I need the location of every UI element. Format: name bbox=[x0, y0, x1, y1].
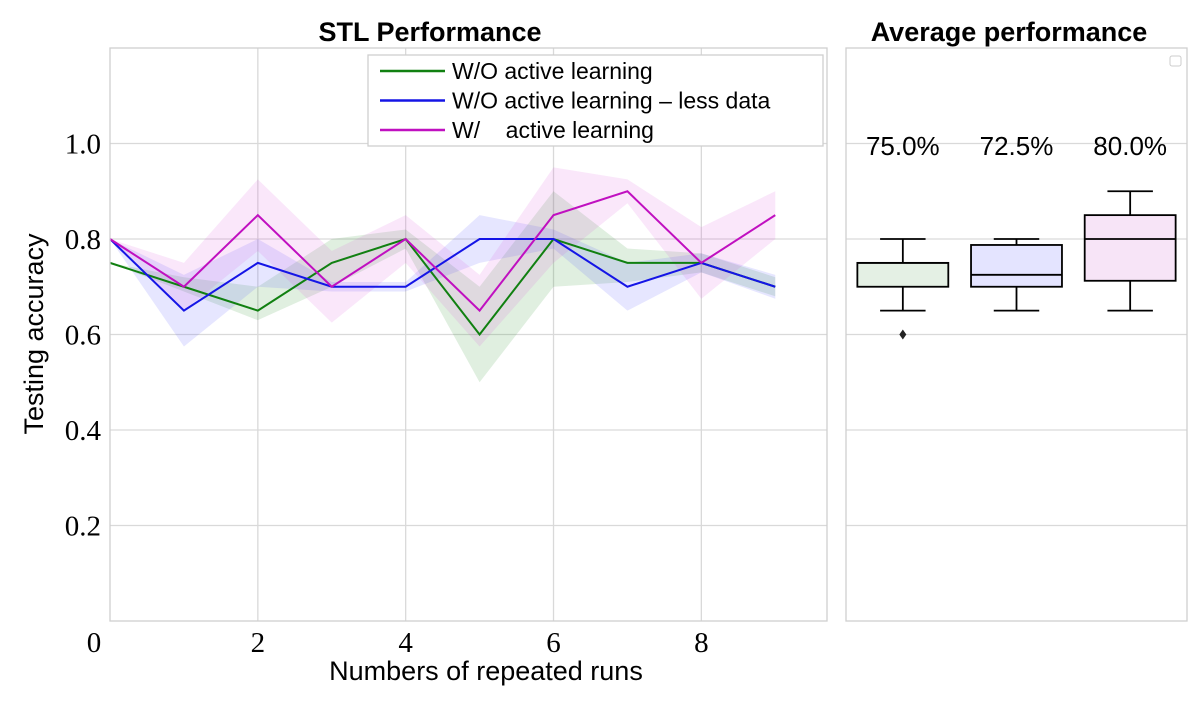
x-tick-label: 4 bbox=[398, 627, 413, 659]
legend-label: W/O active learning bbox=[452, 58, 653, 84]
outlier-marker bbox=[899, 329, 907, 340]
right-chart-title: Average performance bbox=[871, 17, 1148, 47]
left-chart-title: STL Performance bbox=[318, 17, 541, 47]
series-line bbox=[109, 238, 776, 312]
x-tick-label: 0 bbox=[87, 627, 102, 659]
box-percent-label: 80.0% bbox=[1093, 131, 1167, 161]
box-plot: 80.0% bbox=[1083, 131, 1177, 312]
box-plot-panel: 75.0% 72.5% 80.0% Average performance bbox=[845, 17, 1188, 622]
y-tick-label: 0.6 bbox=[65, 320, 101, 352]
confidence-band bbox=[110, 167, 776, 347]
line-chart-panel: 0.2 0.4 0.6 0.8 1.0 0 2 4 6 8 STL Performance Nu… bbox=[19, 17, 828, 686]
box-plot: 75.0% bbox=[856, 131, 950, 340]
box bbox=[970, 244, 1063, 288]
confidence-band bbox=[110, 215, 776, 347]
series-lines bbox=[109, 190, 776, 337]
box-percent-label: 75.0% bbox=[866, 131, 940, 161]
series-line bbox=[109, 237, 776, 337]
y-axis-label: Testing accuracy bbox=[19, 233, 49, 435]
x-axis-label: Numbers of repeated runs bbox=[329, 656, 643, 686]
y-tick-label: 0.2 bbox=[65, 511, 101, 543]
right-plot-frame bbox=[845, 47, 1188, 622]
boxes: 75.0% 72.5% 80.0% bbox=[856, 131, 1177, 340]
box-plot: 72.5% bbox=[970, 131, 1063, 312]
box bbox=[856, 261, 950, 288]
x-tick-labels: 0 2 4 6 8 bbox=[87, 627, 709, 659]
box-percent-label: 72.5% bbox=[980, 131, 1054, 161]
legend-label: W/ active learning bbox=[452, 117, 654, 143]
box bbox=[1083, 214, 1177, 282]
y-tick-labels: 0.2 0.4 0.6 0.8 1.0 bbox=[65, 129, 102, 543]
legend-label: W/O active learning – less data bbox=[452, 88, 771, 114]
y-tick-label: 0.8 bbox=[65, 224, 101, 256]
legend: W/O active learning W/O active learning –… bbox=[367, 54, 824, 147]
y-tick-label: 0.4 bbox=[65, 415, 102, 447]
right-grid bbox=[846, 142, 1187, 527]
empty-legend-marker bbox=[1169, 55, 1182, 67]
x-tick-label: 8 bbox=[694, 627, 709, 659]
x-tick-label: 2 bbox=[251, 627, 266, 659]
x-tick-label: 6 bbox=[546, 627, 561, 659]
left-plot-frame bbox=[109, 47, 828, 622]
series-line bbox=[109, 190, 776, 313]
y-tick-label: 1.0 bbox=[65, 129, 101, 161]
